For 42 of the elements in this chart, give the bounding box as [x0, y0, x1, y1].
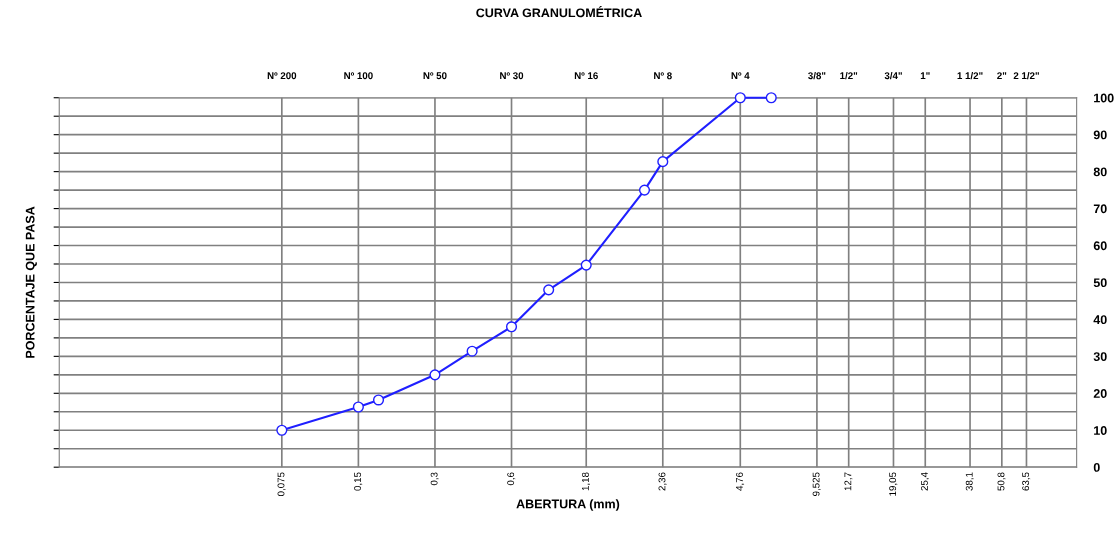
x-tick-label: 12,7: [844, 472, 853, 491]
y-tick-label: 50: [1093, 278, 1107, 288]
y-tick-label: 10: [1094, 426, 1107, 435]
x-tick-label: 0,6: [507, 472, 516, 486]
x-tick-label: 4,76: [736, 472, 745, 491]
text: 1/2": [840, 72, 858, 80]
x-axis-title: ABERTURA (mm): [516, 499, 620, 511]
text: Nº 16: [574, 72, 598, 80]
x-tick-label: 0,15: [354, 472, 363, 491]
text: 3/8": [808, 72, 826, 80]
text: 2 1/2": [1013, 72, 1039, 80]
x-tick-label: 19,05: [889, 472, 898, 496]
x-tick-label: 0,3: [430, 472, 439, 486]
text: Nº 30: [500, 72, 524, 80]
text: Nº 200: [267, 72, 297, 80]
x-tick-label: 50,8: [997, 472, 1006, 491]
text: Nº 100: [344, 72, 373, 80]
y-tick-label: 20: [1093, 389, 1107, 398]
text: 1 1/2": [957, 72, 983, 80]
y-tick-label: 60: [1093, 241, 1107, 251]
y-tick-label: 90: [1093, 130, 1107, 140]
x-tick-label: 38,1: [965, 472, 974, 491]
x-tick-label: 1,18: [581, 472, 590, 491]
x-tick-label: 9,525: [812, 472, 821, 496]
y-tick-label: 70: [1093, 204, 1107, 214]
text: 2": [997, 72, 1007, 80]
y-tick-label: 40: [1093, 315, 1107, 325]
text: 3/4": [884, 72, 902, 80]
chart-title: CURVA GRANULOMÉTRICA: [476, 6, 642, 18]
y-tick-label: 80: [1093, 167, 1107, 177]
text: 1": [920, 72, 930, 80]
x-tick-label: 0,075: [277, 472, 286, 496]
y-axis-title: PORCENTAJE QUE PASA: [25, 206, 37, 358]
x-tick-label: 25,4: [920, 472, 930, 491]
x-tick-label: 63,5: [1022, 472, 1031, 491]
text: Nº 4: [731, 72, 750, 80]
text: Nº 50: [423, 72, 447, 80]
y-tick-label: 0: [1093, 462, 1100, 472]
y-tick-label: 30: [1093, 352, 1107, 362]
x-tick-label: 2,36: [658, 472, 667, 491]
y-tick-label: 100: [1094, 93, 1114, 103]
text: Nº 8: [654, 72, 672, 80]
